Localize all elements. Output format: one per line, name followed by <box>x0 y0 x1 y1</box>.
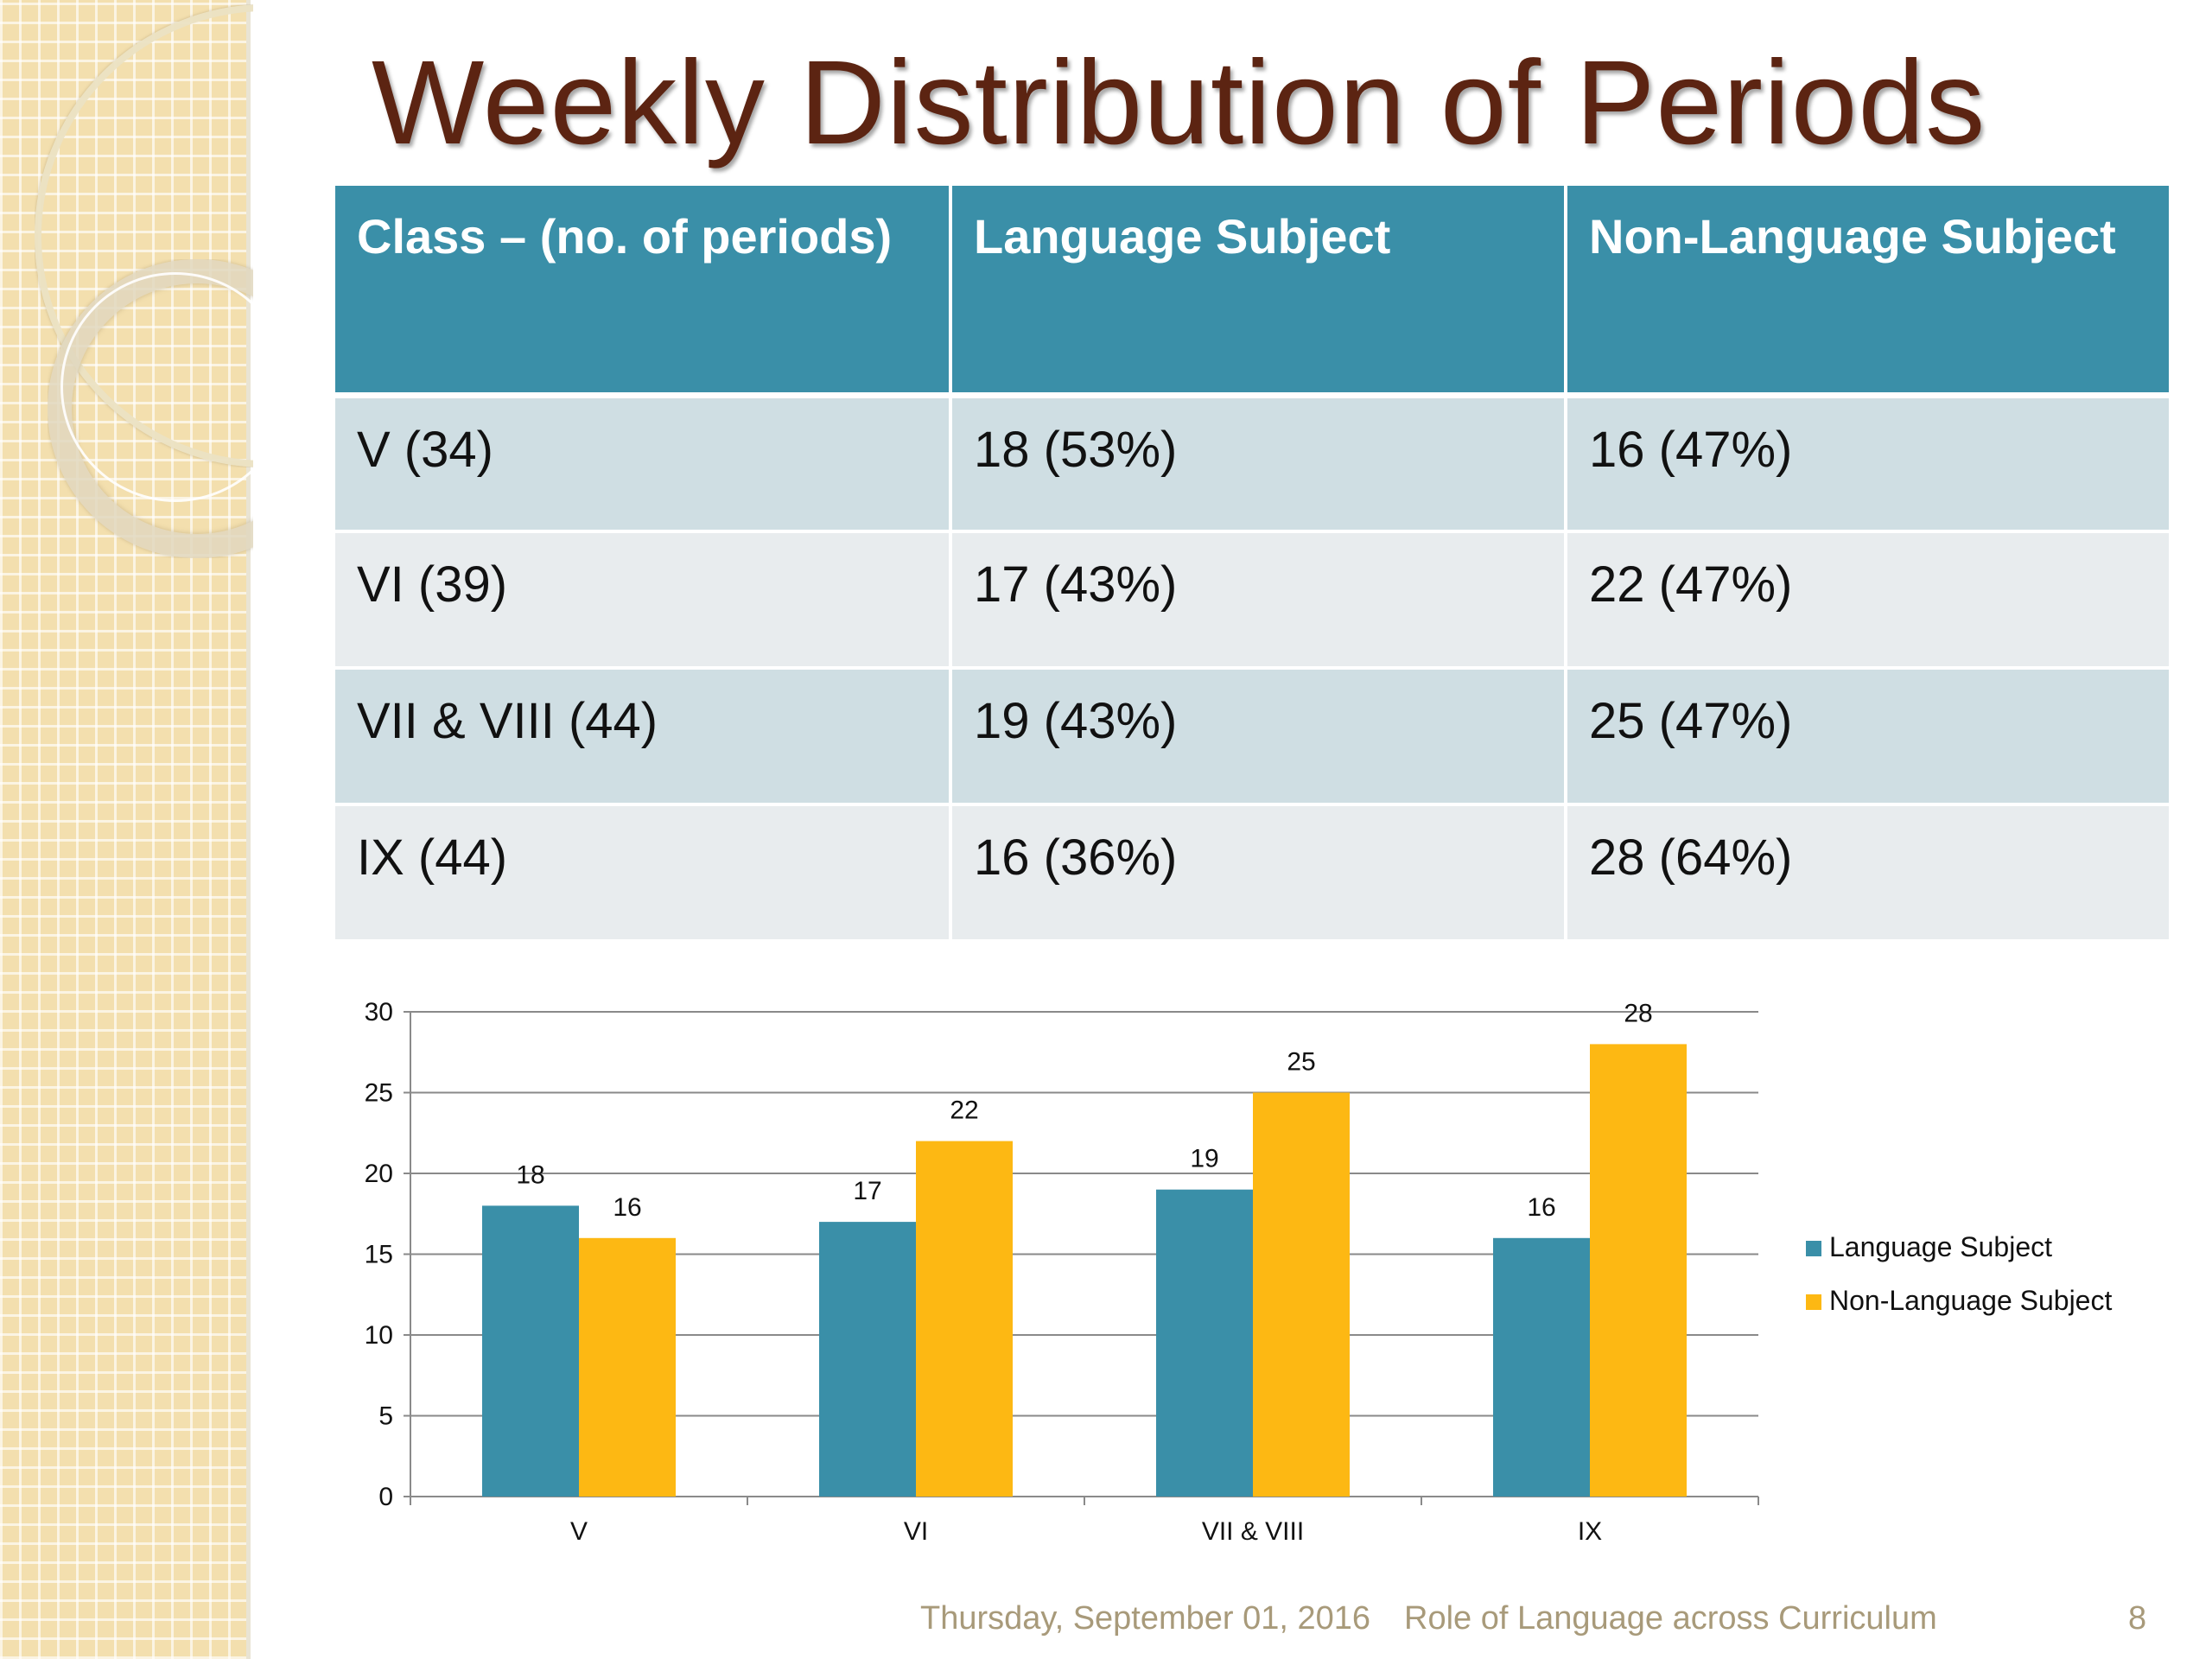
x-category-label: V <box>570 1517 588 1546</box>
bar-chart: 0 5 10 15 20 25 30 18 16 V 17 22 VI 19 25 VII & VIII 16 2… <box>365 998 2113 1546</box>
bar-language <box>1156 1189 1253 1497</box>
table-row: VI (39) 17 (43%) 22 (47%) <box>335 531 2169 670</box>
bar-non-language <box>1590 1044 1687 1497</box>
cell-non-language: 28 (64%) <box>1566 804 2169 943</box>
y-tick-label: 5 <box>378 1402 393 1431</box>
table-row: VII & VIII (44) 19 (43%) 25 (47%) <box>335 668 2169 806</box>
table-row: V (34) 18 (53%) 16 (47%) <box>335 395 2169 533</box>
slide-title: Weekly Distribution of Periods <box>372 36 1986 169</box>
cell-language: 19 (43%) <box>950 668 1567 806</box>
data-label: 22 <box>950 1096 978 1125</box>
cell-language: 16 (36%) <box>950 804 1567 943</box>
data-label: 25 <box>1287 1048 1315 1077</box>
data-label: 18 <box>516 1160 544 1189</box>
cell-class: IX (44) <box>335 804 952 943</box>
legend-label: Language Subject <box>1829 1231 2052 1262</box>
bar-non-language <box>916 1141 1013 1497</box>
periods-table: Class – (no. of periods) Language Subjec… <box>335 186 2169 943</box>
cell-class: VII & VIII (44) <box>335 668 952 806</box>
decorative-ring-small-inner <box>60 272 290 502</box>
data-label: 16 <box>1527 1193 1555 1222</box>
y-tick-label: 30 <box>365 998 393 1027</box>
x-category-label: VII & VIII <box>1202 1517 1304 1546</box>
table-row: IX (44) 16 (36%) 28 (64%) <box>335 804 2169 943</box>
footer-title: Role of Language across Curriculum <box>1404 1600 1937 1637</box>
header-language-subject: Language Subject <box>950 186 1567 398</box>
data-label: 28 <box>1624 999 1652 1027</box>
legend-swatch <box>1806 1241 1821 1256</box>
y-tick-label: 20 <box>365 1160 393 1188</box>
footer-date: Thursday, September 01, 2016 <box>920 1600 1371 1637</box>
legend-swatch <box>1806 1294 1821 1310</box>
cell-language: 17 (43%) <box>950 531 1567 670</box>
cell-language: 18 (53%) <box>950 395 1567 533</box>
bar-language <box>482 1205 579 1497</box>
data-label: 17 <box>853 1177 881 1205</box>
y-tick-label: 25 <box>365 1079 393 1108</box>
decorative-band-edge <box>246 0 251 1659</box>
cell-non-language: 22 (47%) <box>1566 531 2169 670</box>
bar-language <box>819 1222 916 1497</box>
y-tick-label: 10 <box>365 1321 393 1350</box>
cell-class: V (34) <box>335 395 952 533</box>
legend-label: Non-Language Subject <box>1829 1285 2112 1316</box>
cell-non-language: 16 (47%) <box>1566 395 2169 533</box>
header-non-language-subject: Non-Language Subject <box>1566 186 2169 398</box>
footer-page-number: 8 <box>2128 1600 2147 1637</box>
x-category-label: VI <box>904 1517 928 1546</box>
bar-non-language <box>579 1237 676 1497</box>
x-category-label: IX <box>1578 1517 1602 1546</box>
table-header-row: Class – (no. of periods) Language Subjec… <box>335 186 2169 398</box>
cell-non-language: 25 (47%) <box>1566 668 2169 806</box>
data-label: 16 <box>613 1193 641 1222</box>
data-label: 19 <box>1190 1145 1218 1173</box>
header-class: Class – (no. of periods) <box>335 186 952 398</box>
bar-language <box>1493 1237 1590 1497</box>
bar-non-language <box>1253 1092 1350 1497</box>
y-tick-label: 15 <box>365 1241 393 1269</box>
cell-class: VI (39) <box>335 531 952 670</box>
y-tick-label: 0 <box>378 1483 393 1511</box>
